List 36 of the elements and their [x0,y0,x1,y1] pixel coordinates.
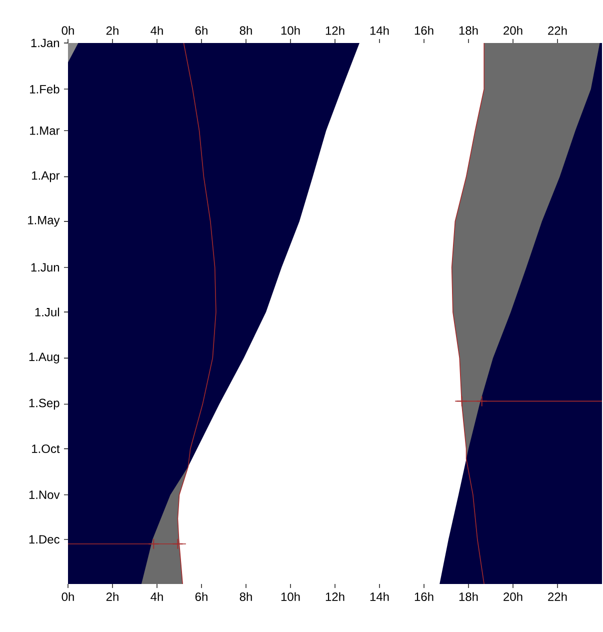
y-tick-label: 1.Apr [32,171,60,182]
x-tick-label: 8h [240,592,252,602]
x2-tick-label: 2h [106,26,118,35]
y-tick-label: 1.Feb [30,84,60,94]
x2-tick-label: 8h [240,26,252,35]
x2-tick-label: 14h [370,26,389,35]
x2-tick-label: 4h [150,26,163,35]
y-tick-label: 1.Jan [31,38,60,48]
y-tick-label: 1.Dec [29,535,60,544]
x-tick-label: 16h [414,592,434,602]
x2-tick-label: 6h [195,26,208,35]
y-tick-label: 1.Sep [29,398,60,410]
y-tick-label: 1.Oct [32,444,60,453]
x2-tick-label: 20h [504,26,522,35]
y-tick-label: 1.May [28,216,60,227]
x-tick-label: 6h [195,592,208,602]
x-tick-label: 2h [106,592,118,601]
x-tick-label: 4h [150,592,163,601]
y-tick-label: 1.Nov [29,490,60,500]
x-tick-label: 22h [548,592,567,601]
x-tick-label: 14h [370,592,389,601]
x2-tick-label: 22h [548,26,567,35]
x2-tick-label: 18h [459,26,478,35]
y-tick-label: 1.Jun [31,263,60,272]
y-tick-label: 1.Jul [35,308,59,316]
x-tick-label: 20h [504,592,522,602]
x2-tick-label: 10h [281,26,300,35]
x2-tick-label: 0h [62,26,74,35]
y-tick-label: 1.Aug [29,352,60,364]
y-tick-label: 1.Mar [30,126,60,135]
x-tick-label: 0h [62,592,74,602]
x-tick-label: 18h [459,592,478,602]
x2-tick-label: 12h [326,26,344,35]
x2-tick-label: 16h [414,26,434,35]
x-tick-label: 10h [281,592,300,602]
x-tick-label: 12h [326,592,344,601]
